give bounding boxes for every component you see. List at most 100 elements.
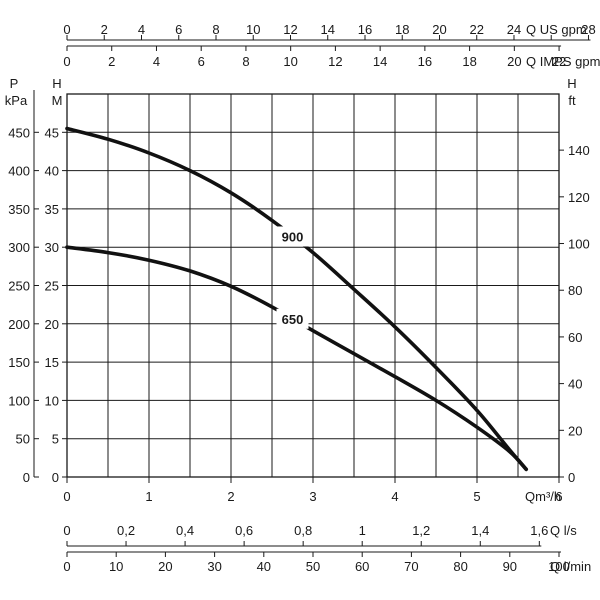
imps-gpm-tick-label: 18 bbox=[462, 54, 476, 69]
m-tick-label: 45 bbox=[45, 125, 59, 140]
m-tick-label: 40 bbox=[45, 164, 59, 179]
kpa-tick-label: 50 bbox=[16, 432, 30, 447]
imps-gpm-tick-label: 22 bbox=[552, 54, 566, 69]
imps-gpm-tick-label: 14 bbox=[373, 54, 387, 69]
us-gpm-tick-label: 18 bbox=[395, 22, 409, 37]
x-tick-label: 2 bbox=[227, 489, 234, 504]
us-gpm-tick-label: 16 bbox=[358, 22, 372, 37]
imps-gpm-tick-label: 12 bbox=[328, 54, 342, 69]
kpa-tick-label: 350 bbox=[8, 202, 30, 217]
kpa-tick-label: 450 bbox=[8, 125, 30, 140]
lmin-tick-label: 70 bbox=[404, 559, 418, 574]
us-gpm-tick-label: 2 bbox=[101, 22, 108, 37]
us-gpm-tick-label: 4 bbox=[138, 22, 145, 37]
ls-tick-label: 0 bbox=[63, 523, 70, 538]
ls-tick-label: 0,8 bbox=[294, 523, 312, 538]
m-tick-label: 0 bbox=[52, 470, 59, 485]
ft-axis-letter: H bbox=[567, 76, 576, 91]
m-tick-label: 20 bbox=[45, 317, 59, 332]
curve-650 bbox=[65, 245, 528, 472]
imps-gpm-tick-label: 2 bbox=[108, 54, 115, 69]
curve-label-900: 900 bbox=[282, 229, 304, 244]
kpa-tick-label: 150 bbox=[8, 355, 30, 370]
us-gpm-tick-label: 24 bbox=[507, 22, 521, 37]
x-tick-label: 5 bbox=[473, 489, 480, 504]
lmin-tick-label: 60 bbox=[355, 559, 369, 574]
curve-label-bg bbox=[276, 226, 309, 247]
imps-gpm-tick-label: 16 bbox=[418, 54, 432, 69]
ls-tick-label: 1,6 bbox=[530, 523, 548, 538]
x-tick-label: 0 bbox=[63, 489, 70, 504]
imps-gpm-tick-label: 8 bbox=[242, 54, 249, 69]
ft-tick-label: 60 bbox=[568, 330, 582, 345]
us-gpm-tick-label: 12 bbox=[283, 22, 297, 37]
kpa-tick-label: 200 bbox=[8, 317, 30, 332]
m-tick-label: 25 bbox=[45, 279, 59, 294]
us-gpm-tick-label: 20 bbox=[432, 22, 446, 37]
m-tick-label: 35 bbox=[45, 202, 59, 217]
m-axis-letter: H bbox=[52, 76, 61, 91]
lmin-tick-label: 40 bbox=[257, 559, 271, 574]
x-tick-label: 4 bbox=[391, 489, 398, 504]
us-gpm-tick-label: 28 bbox=[581, 22, 595, 37]
us-gpm-tick-label: 6 bbox=[175, 22, 182, 37]
x-tick-label: 6 bbox=[555, 489, 562, 504]
ft-tick-label: 100 bbox=[568, 237, 590, 252]
imps-gpm-unit: Q IMPS gpm bbox=[526, 54, 600, 69]
kpa-axis-letter: P bbox=[10, 76, 19, 91]
x-tick-label: 1 bbox=[145, 489, 152, 504]
ls-tick-label: 0,4 bbox=[176, 523, 194, 538]
lmin-tick-label: 10 bbox=[109, 559, 123, 574]
us-gpm-tick-label: 8 bbox=[212, 22, 219, 37]
m-tick-label: 10 bbox=[45, 393, 59, 408]
lmin-tick-label: 50 bbox=[306, 559, 320, 574]
labels: 900 650 bbox=[276, 226, 309, 329]
ft-tick-label: 120 bbox=[568, 190, 590, 205]
imps-gpm-tick-label: 10 bbox=[283, 54, 297, 69]
imps-gpm-tick-label: 0 bbox=[63, 54, 70, 69]
ft-tick-label: 140 bbox=[568, 143, 590, 158]
ls-tick-label: 0,6 bbox=[235, 523, 253, 538]
kpa-tick-label: 400 bbox=[8, 164, 30, 179]
us-gpm-tick-label: 14 bbox=[321, 22, 335, 37]
axes: 0 1 2 3 4 5 6Qm³/h050100150200250300350400450P… bbox=[5, 22, 600, 574]
curves bbox=[65, 126, 528, 472]
us-gpm-tick-label: 0 bbox=[63, 22, 70, 37]
lmin-tick-label: 100 bbox=[548, 559, 570, 574]
x-axis-unit: Qm³/h bbox=[525, 489, 561, 504]
lmin-tick-label: 30 bbox=[207, 559, 221, 574]
ft-tick-label: 20 bbox=[568, 423, 582, 438]
kpa-tick-label: 0 bbox=[23, 470, 30, 485]
ls-tick-label: 0,2 bbox=[117, 523, 135, 538]
kpa-axis-unit: kPa bbox=[5, 93, 28, 108]
ls-tick-label: 1,4 bbox=[471, 523, 489, 538]
curve-label-bg bbox=[276, 308, 309, 329]
us-gpm-unit: Q US gpm bbox=[526, 22, 587, 37]
m-tick-label: 30 bbox=[45, 240, 59, 255]
x-tick-label: 3 bbox=[309, 489, 316, 504]
us-gpm-tick-label: 10 bbox=[246, 22, 260, 37]
us-gpm-tick-label: 22 bbox=[469, 22, 483, 37]
lmin-tick-label: 20 bbox=[158, 559, 172, 574]
ls-tick-label: 1,2 bbox=[412, 523, 430, 538]
imps-gpm-tick-label: 6 bbox=[198, 54, 205, 69]
lmin-tick-label: 0 bbox=[63, 559, 70, 574]
m-tick-label: 5 bbox=[52, 432, 59, 447]
ft-axis-unit: ft bbox=[568, 93, 576, 108]
kpa-tick-label: 300 bbox=[8, 240, 30, 255]
lmin-tick-label: 90 bbox=[503, 559, 517, 574]
ls-axis-unit: Q l/s bbox=[550, 523, 577, 538]
ls-tick-label: 1 bbox=[359, 523, 366, 538]
imps-gpm-tick-label: 4 bbox=[153, 54, 160, 69]
m-axis-unit: M bbox=[52, 93, 63, 108]
kpa-tick-label: 100 bbox=[8, 393, 30, 408]
curve-900 bbox=[65, 126, 528, 472]
lmin-axis-unit: Q l/min bbox=[550, 559, 591, 574]
kpa-tick-label: 250 bbox=[8, 279, 30, 294]
m-tick-label: 15 bbox=[45, 355, 59, 370]
curve-label-650: 650 bbox=[282, 312, 304, 327]
ft-tick-label: 80 bbox=[568, 283, 582, 298]
ft-tick-label: 40 bbox=[568, 377, 582, 392]
ft-tick-label: 0 bbox=[568, 470, 575, 485]
